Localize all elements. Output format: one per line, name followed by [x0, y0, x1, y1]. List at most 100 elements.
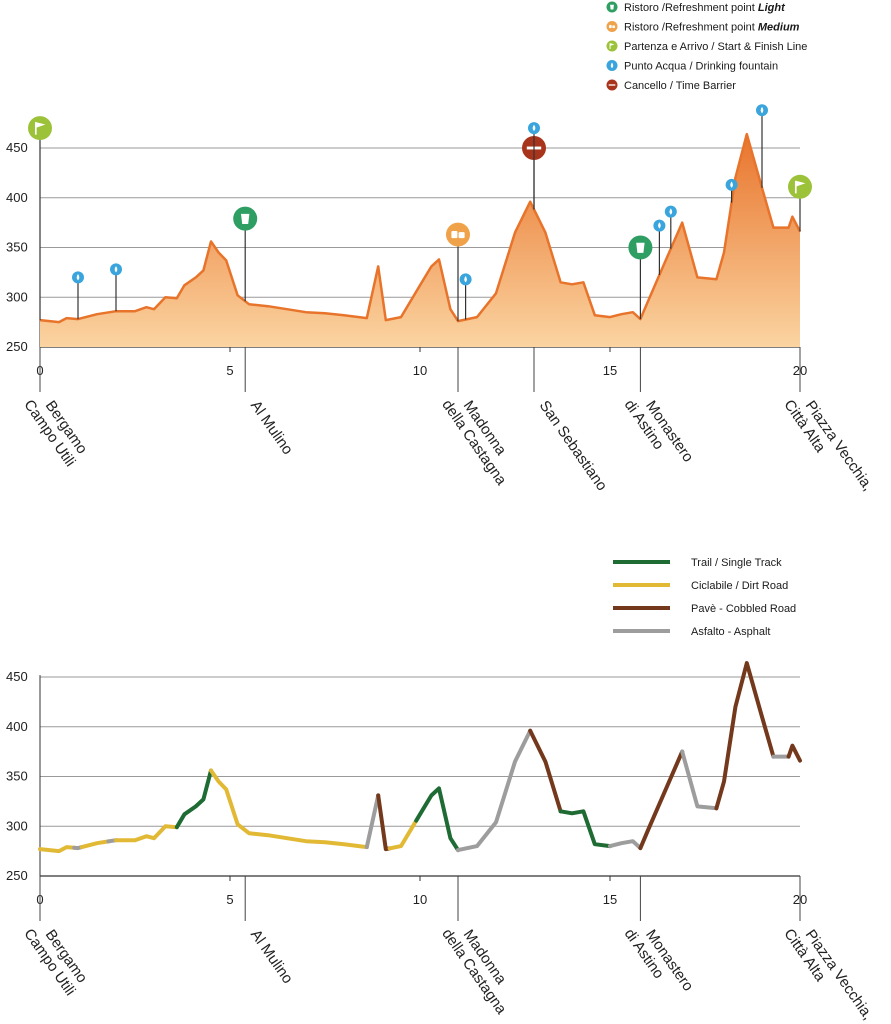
- legend-item-dirt: Ciclabile / Dirt Road: [613, 580, 788, 592]
- legend-label: Asfalto - Asphalt: [691, 626, 771, 638]
- surface-segment-dirt: [209, 768, 369, 850]
- y-tick-label: 300: [6, 289, 28, 304]
- flag-icon: [606, 40, 618, 52]
- cups-icon: [606, 21, 618, 32]
- legend-item-time-barrier: Cancello / Time Barrier: [606, 79, 736, 92]
- legend-label: Punto Acqua / Drinking fountain: [624, 61, 778, 73]
- legend-label: Trail / Single Track: [691, 557, 782, 569]
- legend-surface: Trail / Single Track Ciclabile / Dirt Roa…: [613, 557, 796, 638]
- drop-glyph: [669, 208, 673, 215]
- legend-item-asphalt: Asfalto - Asphalt: [613, 626, 771, 638]
- cup-glyph: [610, 4, 614, 10]
- marker-drinking-fountain: [664, 205, 677, 249]
- place-label-line: Al Mulino: [247, 398, 296, 458]
- place-label-line: San Sebastiano: [536, 398, 611, 495]
- legend-label-emphasis: Medium: [758, 22, 800, 34]
- marker-start-finish: [788, 174, 812, 232]
- surface-segment-trail: [414, 786, 460, 853]
- flag-cloth: [795, 180, 806, 187]
- place-label: San Sebastiano: [536, 398, 611, 495]
- place-label: Monasterodi Astino: [621, 916, 697, 1004]
- place-label: Piazza Vecchia,Città Alta: [780, 916, 876, 1024]
- cup-glyph-1: [451, 230, 458, 239]
- legend-item-drinking-fountain: Punto Acqua / Drinking fountain: [606, 60, 778, 73]
- marker-drinking-fountain: [72, 271, 84, 320]
- legend-item-cobble: Pavè - Cobbled Road: [613, 603, 796, 615]
- y-tick-label: 250: [6, 868, 28, 883]
- surface-segment-trail: [174, 768, 213, 830]
- y-tick-label: 450: [6, 669, 28, 684]
- legend-item-refreshment-medium: Ristoro /Refreshment point Medium: [606, 21, 800, 34]
- profile-line: [39, 132, 802, 324]
- x-tick-label: 10: [413, 892, 427, 907]
- cup-glyph: [241, 213, 250, 225]
- surface-segment-asphalt: [456, 728, 533, 853]
- drop-glyph: [76, 274, 80, 281]
- legend-item-refreshment-light: Ristoro /Refreshment point Light: [606, 1, 786, 14]
- legend-label: Partenza e Arrivo / Start & Finish Line: [624, 41, 807, 53]
- marker-drinking-fountain: [459, 273, 472, 320]
- drop-glyph: [610, 62, 614, 69]
- drop-glyph: [760, 106, 764, 114]
- cup-glyph-2: [612, 25, 616, 29]
- cup-glyph-2: [458, 232, 465, 239]
- place-label: Piazza Vecchia,Città Alta: [780, 387, 876, 504]
- flag-cloth: [35, 122, 46, 128]
- cup-glyph-1: [608, 24, 612, 29]
- marker-drinking-fountain: [756, 104, 768, 188]
- y-tick-label: 250: [6, 339, 28, 354]
- y-tick-label: 400: [6, 190, 28, 205]
- marker-drinking-fountain: [110, 263, 122, 312]
- legend-label-text: Partenza e Arrivo / Start & Finish Line: [624, 41, 807, 53]
- y-tick-label: 400: [6, 719, 28, 734]
- place-label: Madonnadella Castagna: [438, 916, 524, 1018]
- marker-drinking-fountain: [725, 178, 738, 203]
- y-tick-label: 450: [6, 140, 28, 155]
- profile-area: [40, 134, 800, 347]
- cups-icon: [446, 222, 470, 247]
- surface-segment-asphalt: [608, 839, 643, 851]
- legend-label-text: Punto Acqua / Drinking fountain: [624, 61, 778, 73]
- surface-segment-dirt: [387, 818, 419, 851]
- barrier-glyph: [608, 84, 616, 86]
- surface-segment-cobble: [638, 749, 685, 851]
- x-tick-label: 10: [413, 363, 427, 378]
- elevation-chart-surface: 25030035040045005101520BergamoCampo Util…: [6, 661, 876, 1024]
- legend-label: Ristoro /Refreshment point Medium: [624, 22, 800, 34]
- drop-glyph: [658, 222, 661, 229]
- legend-item-start-finish: Partenza e Arrivo / Start & Finish Line: [606, 40, 807, 53]
- flag-icon: [788, 174, 812, 199]
- legend-label-emphasis: Light: [758, 2, 786, 14]
- legend-label: Pavè - Cobbled Road: [691, 603, 796, 615]
- surface-segment-trail: [558, 809, 612, 849]
- marker-start-finish: [28, 116, 52, 321]
- drop-glyph: [730, 181, 733, 188]
- x-tick-label: 5: [226, 892, 233, 907]
- legend-label-text: Ristoro /Refreshment point: [624, 22, 758, 34]
- surface-segment-asphalt: [680, 749, 719, 811]
- surface-segment-dirt: [79, 839, 111, 850]
- drop-glyph: [532, 124, 536, 132]
- marker-drinking-fountain: [528, 122, 540, 210]
- legend-label: Cancello / Time Barrier: [624, 80, 736, 92]
- place-label: BergamoCampo Utili: [20, 387, 92, 470]
- marker-refreshment-light: [628, 235, 653, 320]
- drop-glyph: [464, 276, 467, 283]
- place-label: Al Mulino: [247, 398, 296, 458]
- drop-glyph: [114, 266, 118, 273]
- legend-label: Ciclabile / Dirt Road: [691, 580, 788, 592]
- marker-refreshment-light: [233, 206, 258, 302]
- surface-segment-dirt: [38, 845, 77, 854]
- x-tick-label: 15: [603, 363, 617, 378]
- y-tick-label: 300: [6, 818, 28, 833]
- surface-segment-cobble: [376, 793, 392, 852]
- flag-cloth: [610, 43, 615, 46]
- y-tick-label: 350: [6, 769, 28, 784]
- legend-label-text: Ristoro /Refreshment point: [624, 2, 758, 14]
- place-label: Monasterodi Astino: [621, 387, 697, 475]
- surface-segment-asphalt: [364, 793, 381, 850]
- surface-segment-cobble: [714, 661, 776, 811]
- marker-drinking-fountain: [653, 219, 666, 275]
- legend-item-trail: Trail / Single Track: [613, 557, 782, 569]
